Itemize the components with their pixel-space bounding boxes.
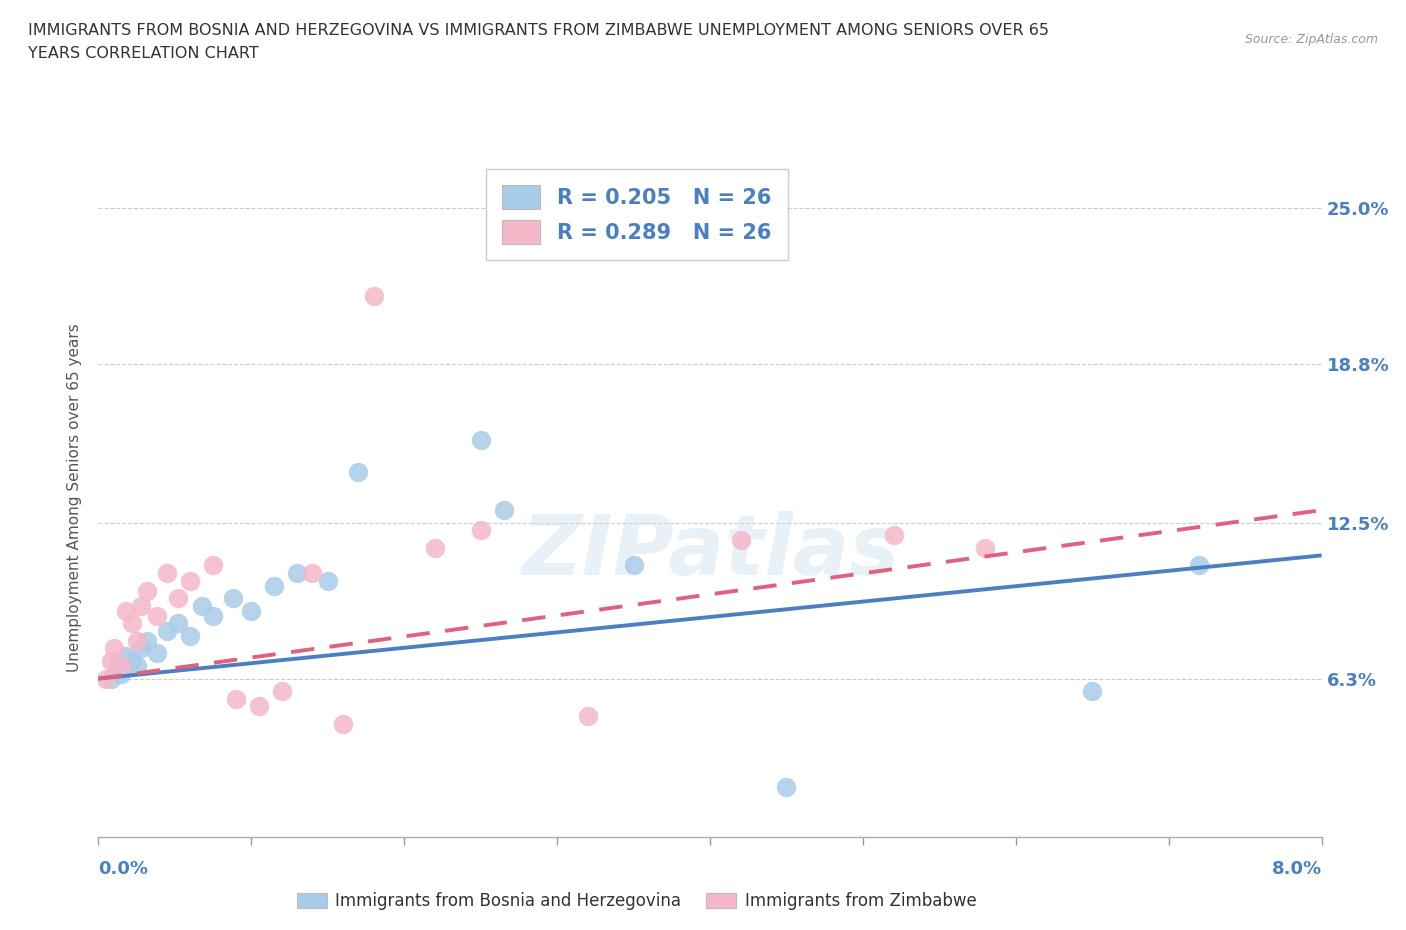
Point bbox=[105, 658, 128, 673]
Point bbox=[222, 591, 245, 605]
Point bbox=[136, 583, 159, 598]
Point bbox=[1188, 558, 1211, 573]
Point bbox=[247, 698, 270, 713]
Point bbox=[156, 565, 179, 580]
Point bbox=[332, 716, 354, 731]
Point bbox=[179, 573, 201, 588]
Point bbox=[316, 573, 339, 588]
Point bbox=[347, 465, 370, 480]
Point bbox=[363, 289, 385, 304]
Point bbox=[775, 779, 797, 794]
Point bbox=[623, 558, 645, 573]
Y-axis label: Unemployment Among Seniors over 65 years: Unemployment Among Seniors over 65 years bbox=[67, 324, 83, 671]
Point bbox=[240, 604, 263, 618]
Point bbox=[492, 503, 515, 518]
Legend: Immigrants from Bosnia and Herzegovina, Immigrants from Zimbabwe: Immigrants from Bosnia and Herzegovina, … bbox=[290, 885, 983, 917]
Point bbox=[156, 623, 179, 638]
Point bbox=[145, 646, 167, 661]
Point bbox=[121, 616, 143, 631]
Point bbox=[1081, 684, 1104, 698]
Point bbox=[470, 432, 492, 447]
Point bbox=[103, 641, 125, 656]
Point bbox=[100, 671, 122, 686]
Point bbox=[730, 533, 752, 548]
Point bbox=[270, 684, 294, 698]
Point bbox=[191, 598, 214, 613]
Point bbox=[974, 540, 997, 555]
Point bbox=[263, 578, 285, 593]
Point bbox=[115, 604, 138, 618]
Point bbox=[110, 666, 132, 681]
Point bbox=[129, 641, 152, 656]
Point bbox=[423, 540, 446, 555]
Point bbox=[202, 558, 225, 573]
Point bbox=[121, 654, 143, 669]
Text: 0.0%: 0.0% bbox=[98, 860, 149, 878]
Point bbox=[115, 648, 138, 663]
Point bbox=[100, 654, 122, 669]
Text: Source: ZipAtlas.com: Source: ZipAtlas.com bbox=[1244, 33, 1378, 46]
Point bbox=[125, 658, 148, 673]
Point bbox=[129, 598, 152, 613]
Point bbox=[94, 671, 117, 686]
Point bbox=[285, 565, 308, 580]
Text: YEARS CORRELATION CHART: YEARS CORRELATION CHART bbox=[28, 46, 259, 61]
Text: 8.0%: 8.0% bbox=[1271, 860, 1322, 878]
Point bbox=[145, 608, 167, 623]
Point bbox=[179, 629, 201, 644]
Point bbox=[576, 709, 599, 724]
Point bbox=[110, 658, 132, 673]
Point bbox=[470, 523, 492, 538]
Point bbox=[125, 633, 148, 648]
Point bbox=[883, 528, 905, 543]
Point bbox=[167, 616, 190, 631]
Point bbox=[301, 565, 323, 580]
Point bbox=[202, 608, 225, 623]
Point bbox=[167, 591, 190, 605]
Text: IMMIGRANTS FROM BOSNIA AND HERZEGOVINA VS IMMIGRANTS FROM ZIMBABWE UNEMPLOYMENT : IMMIGRANTS FROM BOSNIA AND HERZEGOVINA V… bbox=[28, 23, 1049, 38]
Text: ZIPatlas: ZIPatlas bbox=[522, 512, 898, 592]
Point bbox=[136, 633, 159, 648]
Point bbox=[225, 691, 247, 706]
